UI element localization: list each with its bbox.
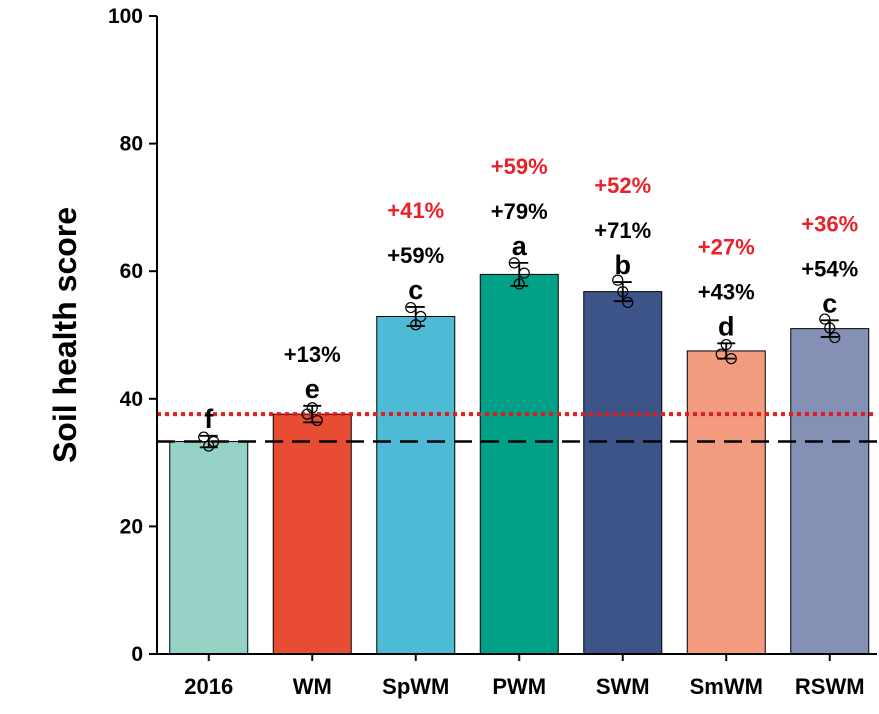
significance-letter: d <box>718 311 735 341</box>
data-point <box>819 313 831 325</box>
y-tick-label: 80 <box>120 133 143 156</box>
x-tick-label-pwm: PWM <box>492 674 546 699</box>
bar-rswm <box>790 328 870 655</box>
increase-vs-2016-label: +79% <box>491 199 548 224</box>
y-tick-label: 40 <box>120 388 143 411</box>
increase-vs-2016-label: +59% <box>387 243 444 268</box>
data-point <box>198 431 210 443</box>
increase-vs-wm-label: +41% <box>387 198 444 223</box>
increase-vs-wm-label: +36% <box>801 211 858 236</box>
data-point <box>410 319 422 331</box>
data-point <box>720 338 732 351</box>
annotations-group: f e +13% c +59% +41% a +79% +59% b +71% +52% d +43% +2… <box>204 154 858 434</box>
bar-2016 <box>169 441 249 655</box>
data-point <box>518 267 530 279</box>
y-tick-label: 60 <box>120 260 143 283</box>
data-point <box>508 257 520 269</box>
increase-vs-2016-label: +43% <box>698 279 755 304</box>
data-points-group <box>198 257 841 452</box>
significance-letter: c <box>408 275 423 305</box>
y-tick-label: 20 <box>120 515 143 538</box>
reference-lines-group <box>157 412 877 443</box>
increase-vs-wm-label: +52% <box>594 173 651 198</box>
data-point <box>306 402 318 414</box>
x-tick-label-wm: WM <box>293 674 332 699</box>
bar-smwm <box>686 350 766 655</box>
y-tick-label: 0 <box>131 643 143 666</box>
significance-letter: c <box>822 288 837 318</box>
x-tick-label-swm: SWM <box>596 674 650 699</box>
significance-letter: f <box>204 404 214 434</box>
bar-wm <box>272 413 352 655</box>
y-tick-label: 100 <box>108 5 143 28</box>
axes-group: 0 20 40 60 80 100 2016 WM SpWM PWM SWM SmWM RSWM <box>108 5 877 699</box>
data-point <box>824 322 836 334</box>
significance-letter: e <box>305 374 320 404</box>
x-tick-label-smwm: SmWM <box>690 674 763 699</box>
increase-vs-wm-label: +59% <box>491 154 548 179</box>
increase-vs-2016-label: +71% <box>594 218 651 243</box>
significance-letter: a <box>512 231 528 261</box>
data-point <box>311 414 323 427</box>
data-point <box>725 353 737 365</box>
y-axis-label-group: Soil health score <box>47 207 83 463</box>
data-point <box>612 274 624 286</box>
bar-pwm <box>479 273 559 655</box>
data-point <box>622 296 634 309</box>
increase-vs-wm-label: +27% <box>698 234 755 259</box>
bar-spwm <box>376 315 456 655</box>
x-tick-label-rswm: RSWM <box>795 674 865 699</box>
data-point <box>513 278 525 290</box>
data-point <box>405 301 417 314</box>
increase-vs-2016-label: +13% <box>284 342 341 367</box>
increase-vs-2016-label: +54% <box>801 256 858 281</box>
significance-letter: b <box>615 250 632 280</box>
y-axis-title: Soil health score <box>47 207 83 463</box>
x-tick-label-spwm: SpWM <box>382 674 449 699</box>
bars-group <box>169 273 870 655</box>
data-point <box>208 435 220 448</box>
data-point <box>829 331 841 344</box>
data-point <box>715 348 727 360</box>
bar-swm <box>583 291 663 655</box>
x-tick-label-2016: 2016 <box>184 674 233 699</box>
data-point <box>415 310 427 323</box>
data-point <box>617 286 629 298</box>
